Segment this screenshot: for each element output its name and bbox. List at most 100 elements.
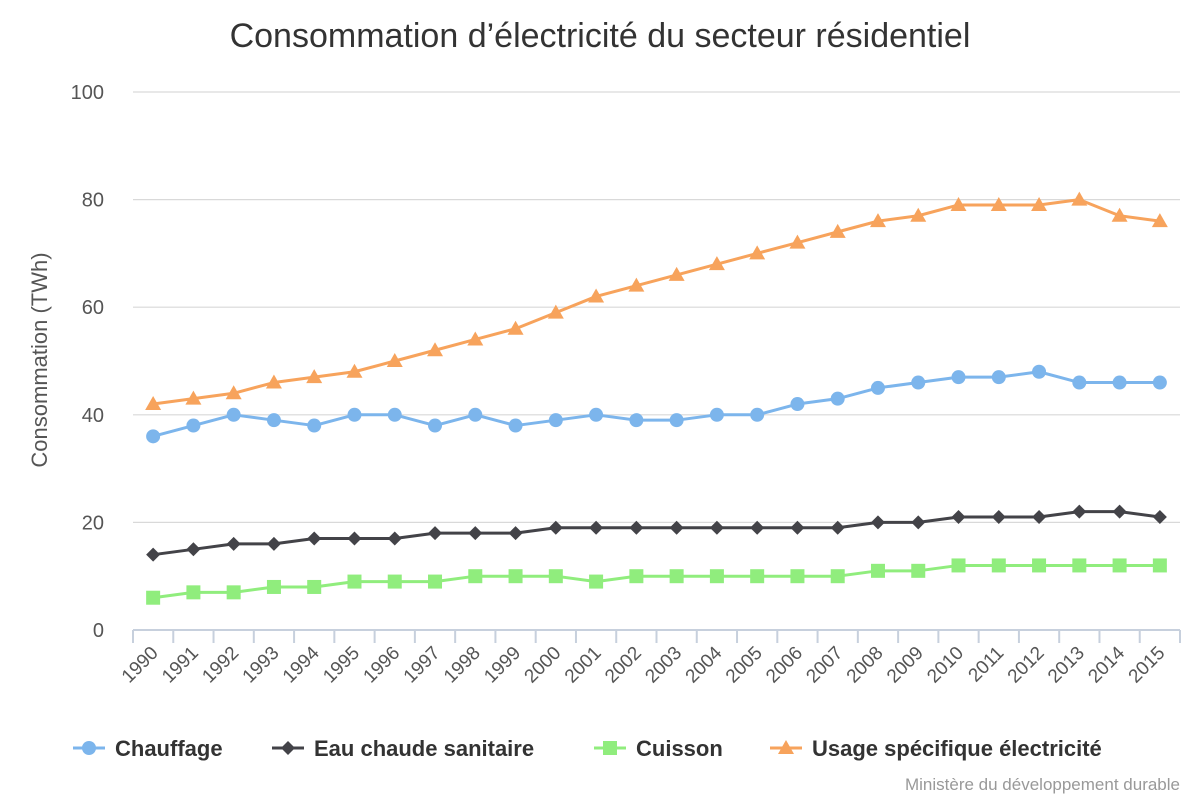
x-tick-label: 2009 — [883, 643, 928, 688]
series-3 — [146, 558, 1167, 605]
data-point — [508, 418, 523, 433]
data-point — [830, 391, 845, 406]
chart-title: Consommation d’électricité du secteur ré… — [230, 17, 971, 55]
x-tick-label: 2007 — [803, 643, 848, 688]
legend-item-3: Cuisson — [594, 736, 723, 761]
data-point — [1031, 196, 1048, 211]
data-point — [589, 407, 604, 422]
data-point — [911, 515, 926, 530]
data-point — [468, 569, 483, 584]
data-point — [226, 536, 241, 551]
data-point — [1071, 191, 1088, 206]
data-point — [428, 418, 443, 433]
data-point — [750, 569, 765, 584]
x-tick-label: 2014 — [1084, 642, 1129, 687]
data-point — [790, 397, 805, 412]
data-point — [508, 526, 523, 541]
y-tick-label: 0 — [93, 620, 104, 642]
data-point — [629, 569, 644, 584]
legend-symbol — [281, 741, 295, 755]
x-tick-label: 2004 — [682, 642, 727, 687]
data-point — [307, 579, 322, 594]
data-point — [629, 520, 644, 535]
data-point — [307, 531, 322, 546]
data-point — [991, 370, 1006, 385]
data-point — [146, 429, 161, 444]
data-point — [629, 413, 644, 428]
data-point — [186, 585, 201, 600]
data-point — [507, 320, 524, 335]
data-point — [911, 375, 926, 390]
data-point — [307, 418, 322, 433]
x-tick-label: 2003 — [641, 643, 686, 688]
data-point — [790, 569, 805, 584]
data-point — [1072, 558, 1087, 573]
y-tick-label: 60 — [82, 297, 104, 319]
series-1 — [146, 364, 1167, 444]
data-point — [387, 574, 402, 589]
data-point — [789, 234, 806, 249]
data-point — [1032, 558, 1047, 573]
x-tick-label: 2008 — [843, 643, 888, 688]
series-line — [151, 198, 1162, 406]
data-point — [1072, 375, 1087, 390]
data-point — [386, 353, 403, 367]
data-point — [1152, 375, 1167, 390]
data-point — [990, 196, 1007, 211]
data-point — [709, 407, 724, 422]
x-tick-label: 2015 — [1125, 643, 1170, 688]
data-point — [467, 331, 484, 346]
data-point — [346, 363, 363, 378]
x-tick-label: 2005 — [722, 643, 767, 688]
legend: Chauffage Eau chaude sanitaire Cuisson Usag… — [73, 736, 1102, 761]
data-point — [870, 515, 885, 530]
data-point — [186, 418, 201, 433]
y-tick-label: 80 — [82, 190, 104, 212]
data-point — [708, 256, 725, 271]
data-point — [186, 542, 201, 557]
data-point — [387, 531, 402, 546]
series-line — [151, 563, 1162, 600]
x-tick-label: 2002 — [601, 643, 646, 688]
data-point — [508, 569, 523, 584]
data-point — [146, 547, 161, 562]
data-point — [1111, 207, 1128, 222]
data-point — [1152, 510, 1167, 525]
data-point — [387, 407, 402, 422]
data-point — [951, 370, 966, 385]
data-point — [991, 558, 1006, 573]
data-point — [668, 266, 685, 281]
legend-item-1: Chauffage — [73, 736, 223, 761]
data-point — [588, 288, 605, 303]
data-point — [548, 520, 563, 535]
x-tick-label: 1996 — [360, 643, 405, 688]
legend-symbol — [778, 740, 794, 754]
y-tick-label: 100 — [71, 82, 104, 104]
data-point — [830, 520, 845, 535]
legend-label: Eau chaude sanitaire — [314, 736, 534, 761]
data-point — [749, 245, 766, 260]
data-point — [468, 526, 483, 541]
data-point — [226, 407, 241, 422]
data-point — [185, 390, 202, 405]
data-point — [225, 385, 242, 400]
x-tick-label: 1999 — [480, 643, 525, 688]
data-point — [548, 569, 563, 584]
data-point — [991, 510, 1006, 525]
series-layer — [145, 191, 1168, 605]
data-point — [1032, 510, 1047, 525]
data-point — [547, 304, 564, 319]
data-point — [870, 563, 885, 578]
legend-item-4: Usage spécifique électricité — [770, 736, 1102, 761]
y-tick-label: 40 — [82, 405, 104, 427]
data-point — [669, 520, 684, 535]
data-point — [306, 369, 323, 384]
data-point — [750, 520, 765, 535]
data-point — [790, 520, 805, 535]
x-tick-label: 1990 — [118, 643, 163, 688]
data-point — [628, 277, 645, 292]
data-point — [1152, 558, 1167, 573]
x-tick-label: 1998 — [440, 643, 485, 688]
data-point — [709, 520, 724, 535]
data-point — [266, 536, 281, 551]
